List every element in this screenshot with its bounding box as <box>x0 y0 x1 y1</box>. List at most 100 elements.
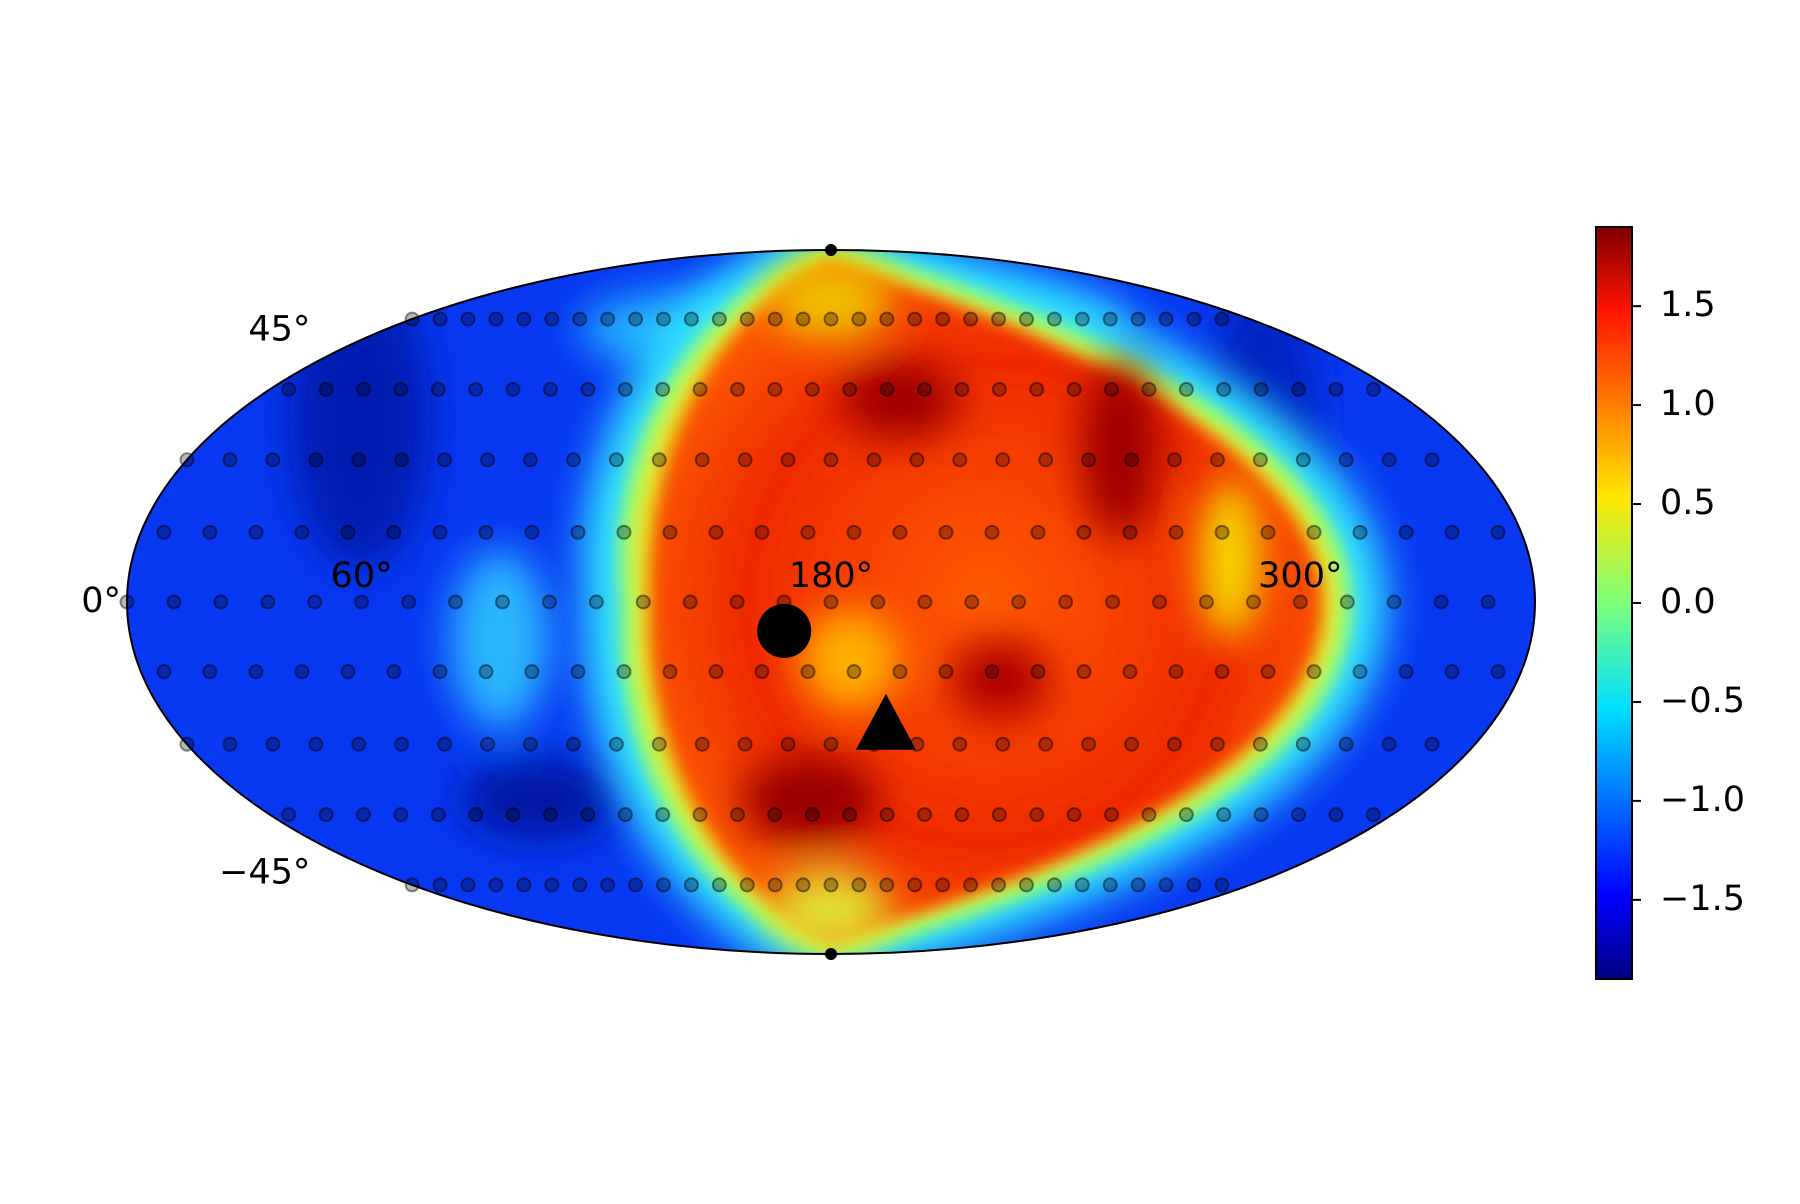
sample-point <box>156 524 172 540</box>
sample-point <box>460 311 476 327</box>
sample-point <box>248 524 264 540</box>
sample-point <box>737 452 753 468</box>
sample-point <box>1166 452 1182 468</box>
sample-point <box>954 381 970 397</box>
sample-point <box>1424 736 1440 752</box>
sample-point <box>1490 524 1506 540</box>
sample-point <box>265 736 281 752</box>
sample-point <box>1186 877 1202 893</box>
sample-point <box>1209 736 1225 752</box>
sample-point <box>432 877 448 893</box>
sample-point <box>588 594 604 610</box>
sample-point <box>1122 524 1138 540</box>
sample-point <box>954 807 970 823</box>
sample-point <box>1214 664 1230 680</box>
colorbar-tick-label: 1.0 <box>1660 384 1716 424</box>
sample-point <box>754 524 770 540</box>
sample-point <box>572 311 588 327</box>
sample-point <box>432 524 448 540</box>
sample-point <box>842 381 858 397</box>
sample-point <box>570 524 586 540</box>
sample-points <box>119 311 1506 893</box>
sample-point <box>1030 524 1046 540</box>
sample-point <box>963 877 979 893</box>
sample-point <box>1122 664 1138 680</box>
south-pole <box>825 948 837 960</box>
sample-point <box>694 736 710 752</box>
sample-point <box>823 877 839 893</box>
sample-point <box>430 807 446 823</box>
sample-point <box>1178 381 1194 397</box>
colorbar-tick-label: −1.0 <box>1660 780 1745 820</box>
sample-point <box>393 381 409 397</box>
sample-point <box>935 877 951 893</box>
sample-point <box>729 381 745 397</box>
sample-point <box>542 381 558 397</box>
sample-point <box>542 807 558 823</box>
sample-point <box>1253 807 1269 823</box>
sample-point <box>248 664 264 680</box>
heat-map <box>127 250 1535 954</box>
sample-point <box>600 311 616 327</box>
sample-point <box>991 311 1007 327</box>
sample-point <box>879 311 895 327</box>
sample-point <box>448 594 464 610</box>
sample-point <box>318 807 334 823</box>
sample-point <box>1038 736 1054 752</box>
sample-point <box>505 381 521 397</box>
sample-point <box>308 452 324 468</box>
sample-point <box>1398 664 1414 680</box>
sample-point <box>729 594 745 610</box>
sample-point <box>1178 807 1194 823</box>
sample-point <box>1306 664 1322 680</box>
sample-point <box>432 311 448 327</box>
sample-point <box>294 524 310 540</box>
colorbar-tick-label: 1.5 <box>1660 285 1716 325</box>
sample-point <box>1328 381 1344 397</box>
sample-point <box>682 594 698 610</box>
sample-point <box>1102 877 1118 893</box>
sample-point <box>1306 524 1322 540</box>
sample-point <box>401 594 417 610</box>
sample-point <box>307 594 323 610</box>
sample-point <box>522 452 538 468</box>
sample-point <box>655 381 671 397</box>
sample-point <box>1066 381 1082 397</box>
sample-point <box>938 664 954 680</box>
colorbar <box>1595 226 1633 980</box>
sample-point <box>823 452 839 468</box>
sample-point <box>202 524 218 540</box>
sample-point <box>1046 877 1062 893</box>
sample-point <box>608 736 624 752</box>
sample-point <box>1444 664 1460 680</box>
sample-point <box>767 877 783 893</box>
sample-point <box>991 807 1007 823</box>
sample-point <box>1124 452 1140 468</box>
sample-point <box>804 807 820 823</box>
sample-point <box>222 736 238 752</box>
sample-point <box>795 311 811 327</box>
sample-point <box>1030 664 1046 680</box>
sample-point <box>1352 664 1368 680</box>
sample-point <box>1381 736 1397 752</box>
sample-point <box>213 594 229 610</box>
sample-point <box>711 877 727 893</box>
colorbar-tick-label: 0.0 <box>1660 582 1716 622</box>
sample-point <box>1046 311 1062 327</box>
sample-point <box>1338 736 1354 752</box>
sample-point <box>1011 594 1027 610</box>
sample-point <box>655 311 671 327</box>
sample-point <box>952 736 968 752</box>
sample-point <box>1338 452 1354 468</box>
sample-point <box>995 736 1011 752</box>
sample-point <box>616 524 632 540</box>
colorbar-tick-label: −1.5 <box>1660 879 1745 919</box>
sample-point <box>739 877 755 893</box>
sample-point <box>628 877 644 893</box>
sample-point <box>991 381 1007 397</box>
sample-point <box>460 877 476 893</box>
colorbar-tick-label: 0.5 <box>1660 483 1716 523</box>
sample-point <box>544 877 560 893</box>
sample-point <box>260 594 276 610</box>
sample-point <box>480 452 496 468</box>
